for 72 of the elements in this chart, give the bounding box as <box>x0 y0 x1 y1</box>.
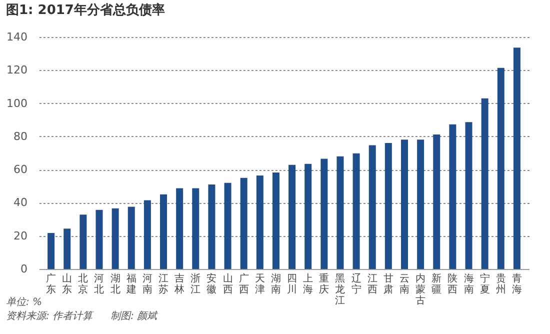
bar <box>320 158 328 269</box>
bar <box>208 184 216 269</box>
x-tick-label: 北京 <box>78 272 88 296</box>
x-tick-label: 广东 <box>46 272 56 296</box>
x-tick-label: 河北 <box>94 272 104 296</box>
x-tick-label: 甘肃 <box>383 272 394 296</box>
x-tick-label: 四川 <box>287 274 298 296</box>
y-tick-label: 100 <box>6 96 28 110</box>
bar <box>352 153 360 269</box>
bar <box>64 228 71 269</box>
bar <box>304 164 312 269</box>
x-tick-label: 福建 <box>125 272 136 296</box>
chart-title: 图1: 2017年分省总负债率 <box>6 2 165 18</box>
y-tick-label: 120 <box>6 64 28 77</box>
bar <box>433 134 440 269</box>
x-tick-label: 江西 <box>367 272 378 296</box>
bar <box>128 206 135 269</box>
bar <box>513 48 520 269</box>
y-tick-label: 140 <box>6 30 28 44</box>
x-tick-label: 河南 <box>142 272 152 296</box>
x-tick-label: 辽宁 <box>351 272 362 296</box>
bar <box>384 143 392 269</box>
y-tick-label: 40 <box>14 196 28 210</box>
bar <box>449 124 456 269</box>
bar <box>368 145 376 269</box>
bar <box>256 176 264 269</box>
bar <box>417 140 424 269</box>
bar <box>176 188 184 269</box>
y-tick-label: 0 <box>20 262 28 276</box>
bar <box>481 98 488 269</box>
x-tick-label: 江苏 <box>158 272 169 296</box>
x-tick-label: 陕西 <box>448 272 458 296</box>
x-tick-label: 上海 <box>303 272 314 296</box>
x-tick-label: 云南 <box>399 274 410 296</box>
bar <box>240 178 248 269</box>
x-tick-label: 浙江 <box>190 272 201 296</box>
x-tick-label: 湖南 <box>270 272 281 296</box>
y-tick-label: 60 <box>14 163 28 176</box>
bar <box>160 194 168 269</box>
x-tick-label: 海南 <box>464 272 474 296</box>
x-tick-label: 黑龙江 <box>335 274 346 306</box>
bar <box>112 208 119 269</box>
x-tick-label: 山东 <box>62 272 72 296</box>
x-tick-label: 内蒙古 <box>416 272 426 306</box>
x-tick-label: 湖北 <box>110 272 120 296</box>
y-tick-label: 80 <box>14 130 28 143</box>
text: 资料来源: 作者计算 <box>6 311 93 322</box>
text: 单位: % <box>6 296 44 310</box>
bar <box>497 68 504 269</box>
x-tick-label: 广西 <box>238 272 249 296</box>
bar <box>336 156 344 269</box>
bar <box>48 233 55 269</box>
x-tick-label: 吉林 <box>174 272 185 296</box>
bar <box>465 122 472 269</box>
x-tick-label: 宁夏 <box>480 272 490 296</box>
bar <box>144 200 151 269</box>
bar <box>400 140 408 269</box>
y-tick-label: 20 <box>14 229 28 242</box>
bar <box>288 164 296 269</box>
bar <box>96 210 103 269</box>
x-tick-label: 贵州 <box>496 272 506 296</box>
text: 制图: 颜斌 <box>110 311 158 322</box>
x-tick-label: 新疆 <box>432 272 442 296</box>
x-tick-label: 青海 <box>512 272 522 296</box>
x-tick-label: 重庆 <box>319 272 330 296</box>
bar <box>272 172 280 269</box>
bar <box>80 214 87 269</box>
bar <box>224 182 232 269</box>
bar <box>192 188 200 269</box>
x-tick-label: 安徽 <box>206 272 217 296</box>
x-tick-label: 天津 <box>254 274 265 296</box>
x-tick-label: 山西 <box>222 272 233 296</box>
